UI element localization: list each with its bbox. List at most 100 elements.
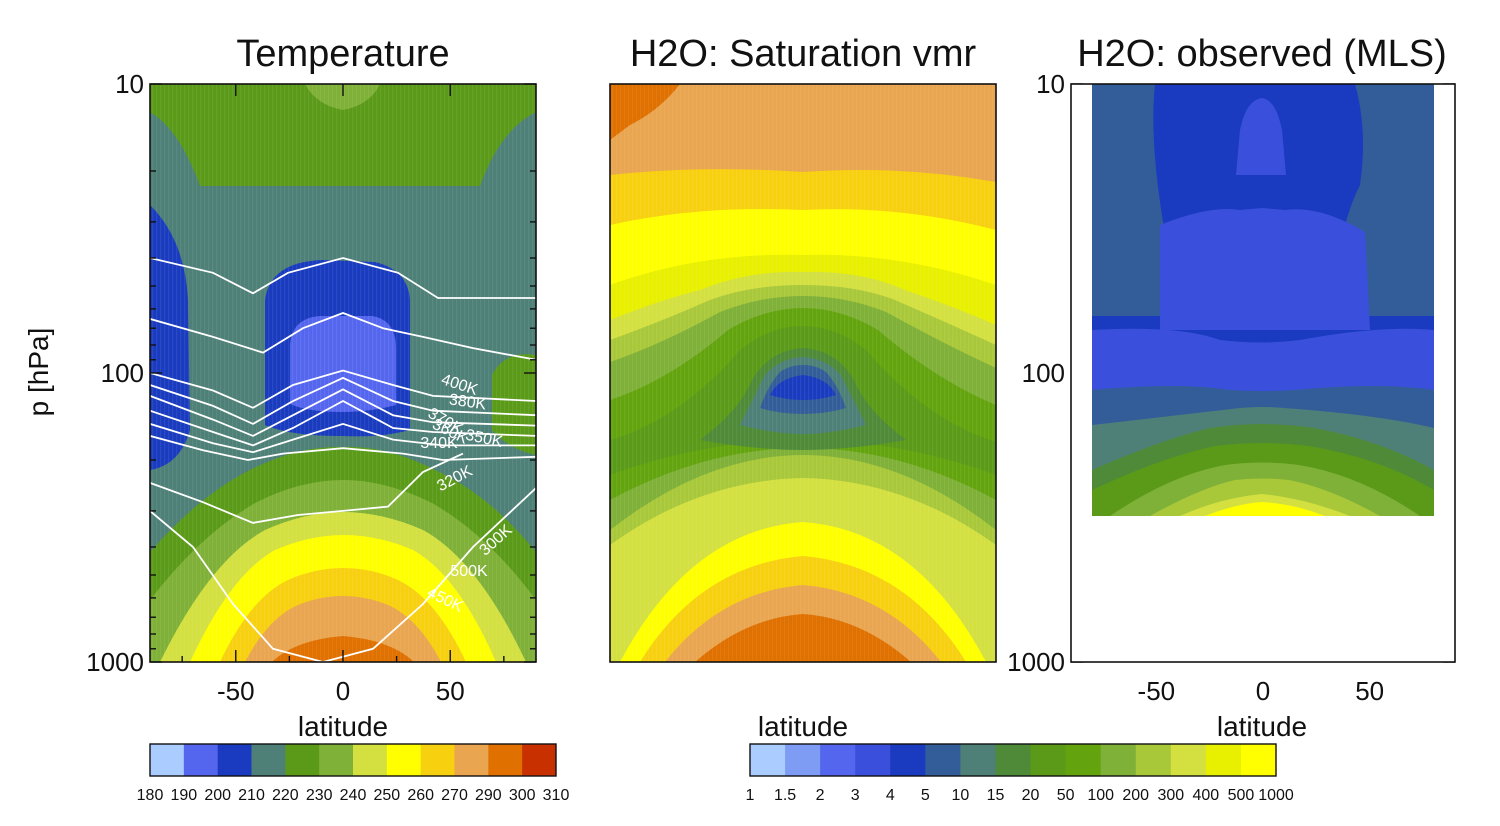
colorbar-swatch: [1135, 744, 1172, 776]
colorbar-swatch: [820, 744, 856, 776]
x-axis-label: latitude: [298, 711, 388, 742]
colorbar-swatch: [386, 744, 422, 776]
colorbar-tick-label: 20: [1022, 787, 1040, 804]
isentrope-450k: [150, 312, 536, 361]
colorbar-frame: [149, 743, 557, 777]
isentrope-lines: [150, 257, 536, 662]
y-tick-label: 10: [115, 69, 144, 99]
colorbar-tick-label: 240: [340, 787, 367, 804]
colorbar-swatch: [750, 744, 786, 776]
colorbar-swatch: [251, 744, 286, 776]
panel-temperature: 500K450K400K380K370K360K350K340K320K300K…: [23, 33, 537, 742]
colorbar-swatch: [150, 744, 185, 776]
temperature-field: [150, 84, 536, 662]
colorbar-tick-label: 5: [921, 787, 930, 804]
colorbar-swatch: [1100, 744, 1137, 776]
colorbar-swatch: [420, 744, 455, 776]
colorbar-swatch: [1030, 744, 1067, 776]
colorbar-swatch: [183, 744, 219, 776]
x-tick-label: 50: [436, 676, 465, 706]
colorbar-tick-label: 220: [272, 787, 299, 804]
colorbar-tick-label: 210: [238, 787, 265, 804]
panel-title: H2O: Saturation vmr: [630, 33, 977, 75]
y-tick-label: 1000: [86, 647, 144, 677]
x-tick-label: 0: [336, 676, 350, 706]
colorbar-tick-label: 1000: [1258, 787, 1294, 804]
x-tick-label: -50: [217, 676, 255, 706]
colorbar-tick-label: 270: [441, 787, 468, 804]
colorbar-tick-label: 200: [1122, 787, 1149, 804]
colorbar-swatch: [1240, 744, 1277, 776]
colorbar-tick-label: 300: [509, 787, 536, 804]
colorbar-swatch: [1205, 744, 1242, 776]
isentrope-370k: [150, 388, 536, 437]
isentrope-400k: [150, 369, 536, 409]
colorbar-swatch: [488, 744, 523, 776]
y-tick-label: 100: [1022, 358, 1065, 388]
colorbar-temperature: 180 190 200 210 220 230 240 250 260 270 290 300 310: [137, 743, 570, 804]
colorbar-tick-label: 100: [1087, 787, 1114, 804]
x-axis-label: latitude: [1217, 711, 1307, 742]
colorbar-swatch: [785, 744, 821, 776]
contour-label: 380K: [448, 391, 488, 413]
colorbar-tick-label: 290: [475, 787, 502, 804]
colorbar-tick-label: 4: [886, 787, 895, 804]
axis-ticks: -50 0 50 10 100 1000: [86, 69, 536, 706]
saturation-field: [610, 84, 996, 662]
isentrope-340k: [150, 435, 536, 461]
colorbar-swatch: [1170, 744, 1207, 776]
colorbar-frame: [749, 743, 1277, 777]
colorbar-swatch: [855, 744, 891, 776]
colorbar-tick-label: 310: [543, 787, 570, 804]
colorbar-tick-label: 250: [373, 787, 400, 804]
isentrope-300k: [150, 487, 536, 662]
colorbar-tick-label: 1: [746, 787, 755, 804]
colorbar-swatch: [353, 744, 388, 776]
colorbar-swatch: [319, 744, 354, 776]
panel-observed-mls: H2O: observed (MLS) latitude: [1070, 33, 1456, 742]
colorbar-tick-label: 10: [952, 787, 970, 804]
x-axis-label: latitude: [758, 711, 848, 742]
panel-title: H2O: observed (MLS): [1077, 33, 1447, 75]
observed-field: [1071, 84, 1455, 662]
colorbar-tick-label: 230: [306, 787, 333, 804]
colorbar-tick-label: 180: [137, 787, 164, 804]
x-tick-label: -50: [1138, 676, 1176, 706]
colorbar-tick-label: 200: [204, 787, 231, 804]
isentrope-500k: [150, 257, 536, 299]
x-tick-label: 50: [1355, 676, 1384, 706]
colorbar-swatch: [1065, 744, 1102, 776]
isentrope-320k: [150, 452, 464, 524]
isentrope-360k: [150, 399, 536, 447]
colorbar-tick-label: 400: [1193, 787, 1220, 804]
colorbar-tick-label: 50: [1057, 787, 1075, 804]
contour-label: 340K: [420, 435, 458, 452]
colorbar-swatch: [995, 744, 1032, 776]
colorbar-swatch: [522, 744, 557, 776]
plot-frame: [609, 83, 997, 663]
colorbar-tick-label: 300: [1157, 787, 1184, 804]
colorbar-swatch: [960, 744, 996, 776]
panel-title: Temperature: [236, 33, 449, 75]
colorbar-swatch: [217, 744, 252, 776]
colorbar-h2o: 1 1.5 2 3 4 5 10 15 20 50 100 200 300 400 500 1000: [746, 743, 1294, 804]
colorbar-swatch: [925, 744, 961, 776]
y-tick-label: 100: [101, 358, 144, 388]
colorbar-swatch: [454, 744, 489, 776]
plot-frame: [1070, 83, 1456, 663]
contour-label: 500K: [450, 563, 488, 580]
colorbar-tick-label: 190: [170, 787, 197, 804]
colorbar-tick-label: 2: [816, 787, 825, 804]
y-tick-label: 1000: [1007, 647, 1065, 677]
colorbar-tick-label: 260: [407, 787, 434, 804]
colorbar-swatch: [890, 744, 926, 776]
colorbar-tick-label: 3: [851, 787, 860, 804]
colorbar-tick-label: 1.5: [774, 787, 796, 804]
x-tick-label: 0: [1256, 676, 1270, 706]
isentrope-350k: [150, 422, 536, 454]
colorbar-swatch: [285, 744, 320, 776]
y-axis-label: p [hPa]: [23, 328, 54, 417]
colorbar-tick-label: 500: [1228, 787, 1255, 804]
